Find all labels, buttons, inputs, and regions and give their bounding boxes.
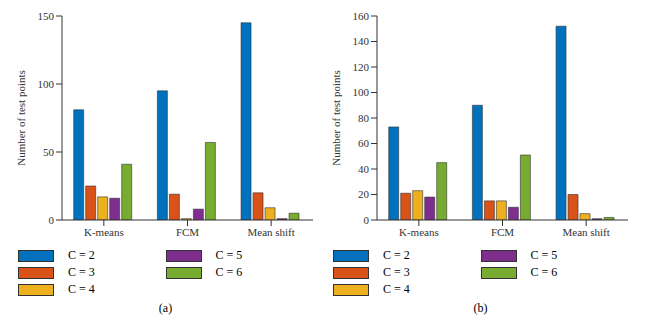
html-text:C = 2: C = 2 [383,248,410,262]
svg-text:150: 150 [38,10,55,22]
svg-text:FCM: FCM [491,226,514,238]
html-text:C = 4: C = 4 [383,282,410,296]
svg-text:100: 100 [38,78,55,90]
html-text:C = 5: C = 5 [530,248,558,262]
svg-text:100: 100 [353,86,370,98]
svg-text:Number of test points: Number of test points [330,70,342,166]
html-text:C = 6: C = 6 [215,265,243,279]
html-text:C = 5: C = 5 [215,248,243,262]
svg-text:K-means: K-means [84,226,124,238]
html-text:(b): (b) [473,301,488,315]
svg-text:80: 80 [358,112,370,124]
svg-text:FCM: FCM [176,226,199,238]
svg-text:Number of test points: Number of test points [15,70,27,166]
svg-text:K-means: K-means [399,226,439,238]
svg-text:Mean shift: Mean shift [562,226,609,238]
svg-text:50: 50 [43,146,55,158]
svg-text:0: 0 [364,214,370,226]
svg-text:Mean shift: Mean shift [247,226,294,238]
svg-text:20: 20 [358,188,370,200]
html-text:C = 6: C = 6 [530,265,558,279]
svg-text:120: 120 [353,61,370,73]
svg-text:0: 0 [49,214,55,226]
html-text:C = 2: C = 2 [68,248,95,262]
html-text:C = 3: C = 3 [68,265,95,279]
svg-text:140: 140 [353,35,370,47]
html-text:C = 3: C = 3 [383,265,410,279]
html-text:C = 4: C = 4 [68,282,95,296]
svg-text:40: 40 [358,163,370,175]
svg-text:160: 160 [353,10,370,22]
svg-text:60: 60 [358,137,370,149]
html-text:(a): (a) [158,301,173,315]
